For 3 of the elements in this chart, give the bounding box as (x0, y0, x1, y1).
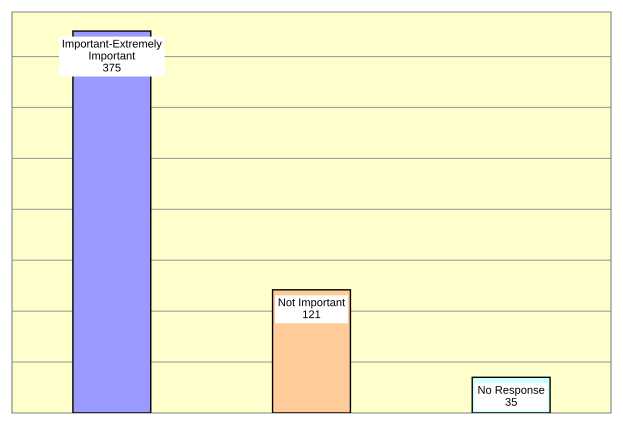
data-label: Important-Extremely Important 375 (62, 39, 162, 72)
data-label: No Response 35 (478, 386, 544, 406)
data-label: Not Important 121 (278, 298, 346, 318)
